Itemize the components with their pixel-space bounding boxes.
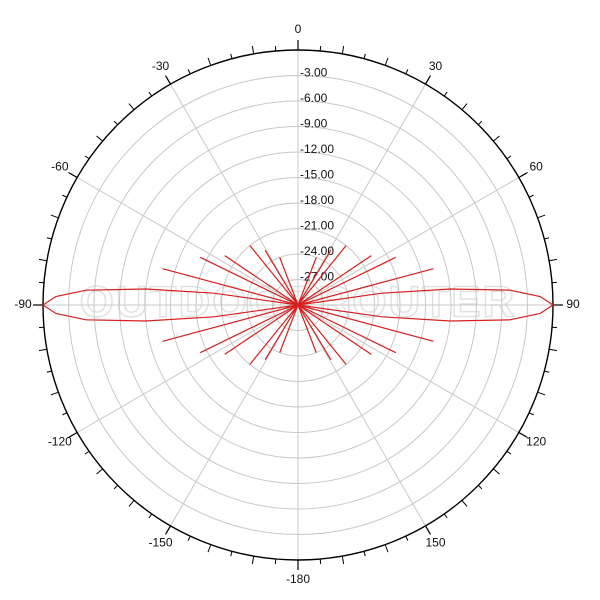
r-tick-label: -15.00	[300, 168, 334, 182]
minor-tick	[187, 535, 191, 541]
minor-tick	[443, 91, 448, 97]
minor-tick	[528, 194, 534, 198]
theta-tick-label: 90	[566, 297, 580, 311]
r-tick-label: -3.00	[300, 66, 328, 80]
minor-tick	[544, 237, 550, 240]
minor-tick	[461, 500, 468, 507]
theta-tick	[518, 431, 528, 439]
theta-tick	[68, 171, 78, 179]
grid-spoke	[297, 304, 426, 527]
theta-tick-label: -120	[48, 435, 72, 449]
grid-spoke	[297, 83, 426, 306]
minor-tick	[549, 348, 558, 352]
theta-tick	[424, 525, 432, 535]
r-tick-label: -21.00	[300, 219, 334, 233]
theta-tick	[424, 75, 432, 85]
theta-tick-label: -60	[51, 160, 69, 174]
theta-tick-label: 150	[425, 535, 445, 549]
theta-tick-label: -150	[148, 535, 172, 549]
minor-tick	[46, 237, 52, 240]
theta-tick-label: 30	[429, 59, 443, 73]
minor-tick	[62, 194, 68, 198]
minor-tick	[84, 450, 90, 455]
minor-tick	[477, 484, 483, 490]
r-tick-label: -27.00	[300, 270, 334, 284]
minor-tick	[207, 544, 212, 553]
minor-tick	[493, 468, 500, 475]
minor-tick	[207, 57, 212, 66]
minor-tick	[38, 258, 47, 262]
minor-tick	[128, 103, 135, 110]
minor-tick	[493, 135, 500, 142]
minor-tick	[384, 544, 389, 553]
minor-tick	[251, 45, 255, 54]
minor-tick	[46, 370, 52, 373]
r-tick-label: -6.00	[300, 91, 328, 105]
grid-spoke	[76, 177, 299, 306]
theta-tick-label: -90	[14, 297, 32, 311]
minor-tick	[113, 484, 119, 490]
minor-tick	[384, 57, 389, 66]
grid-spoke	[76, 304, 299, 433]
grid-spoke	[297, 177, 520, 306]
theta-tick	[164, 75, 172, 85]
pattern-line	[41, 245, 555, 365]
minor-tick	[506, 155, 512, 160]
grid-spoke	[170, 83, 299, 306]
minor-tick	[405, 535, 409, 541]
theta-tick-label: 0	[295, 22, 302, 36]
minor-tick	[477, 120, 483, 126]
minor-tick	[113, 120, 119, 126]
minor-tick	[363, 551, 366, 557]
theta-tick-label: -180	[286, 572, 310, 586]
minor-tick	[128, 500, 135, 507]
minor-tick	[96, 468, 103, 475]
minor-tick	[96, 135, 103, 142]
r-tick-label: -12.00	[300, 142, 334, 156]
minor-tick	[537, 214, 546, 219]
minor-tick	[38, 348, 47, 352]
minor-tick	[187, 69, 191, 75]
minor-tick	[50, 391, 59, 396]
minor-tick	[251, 556, 255, 565]
minor-tick	[461, 103, 468, 110]
minor-tick	[50, 214, 59, 219]
minor-tick	[544, 370, 550, 373]
theta-tick	[164, 525, 172, 535]
minor-tick	[148, 91, 153, 97]
minor-tick	[341, 45, 345, 54]
minor-tick	[443, 513, 448, 519]
grid-spoke	[297, 304, 520, 433]
theta-tick	[518, 171, 528, 179]
r-tick-label: -9.00	[300, 117, 328, 131]
minor-tick	[230, 551, 233, 557]
minor-tick	[405, 69, 409, 75]
minor-tick	[537, 391, 546, 396]
minor-tick	[549, 258, 558, 262]
theta-tick-label: 60	[529, 160, 543, 174]
minor-tick	[363, 53, 366, 59]
minor-tick	[506, 450, 512, 455]
minor-tick	[341, 556, 345, 565]
theta-tick-label: -30	[152, 59, 170, 73]
grid-spoke	[170, 304, 299, 527]
minor-tick	[148, 513, 153, 519]
r-tick-label: -18.00	[300, 193, 334, 207]
minor-tick	[230, 53, 233, 59]
r-tick-label: -24.00	[300, 244, 334, 258]
minor-tick	[528, 412, 534, 416]
minor-tick	[62, 412, 68, 416]
theta-tick-label: 120	[526, 435, 546, 449]
theta-tick	[68, 431, 78, 439]
minor-tick	[84, 155, 90, 160]
